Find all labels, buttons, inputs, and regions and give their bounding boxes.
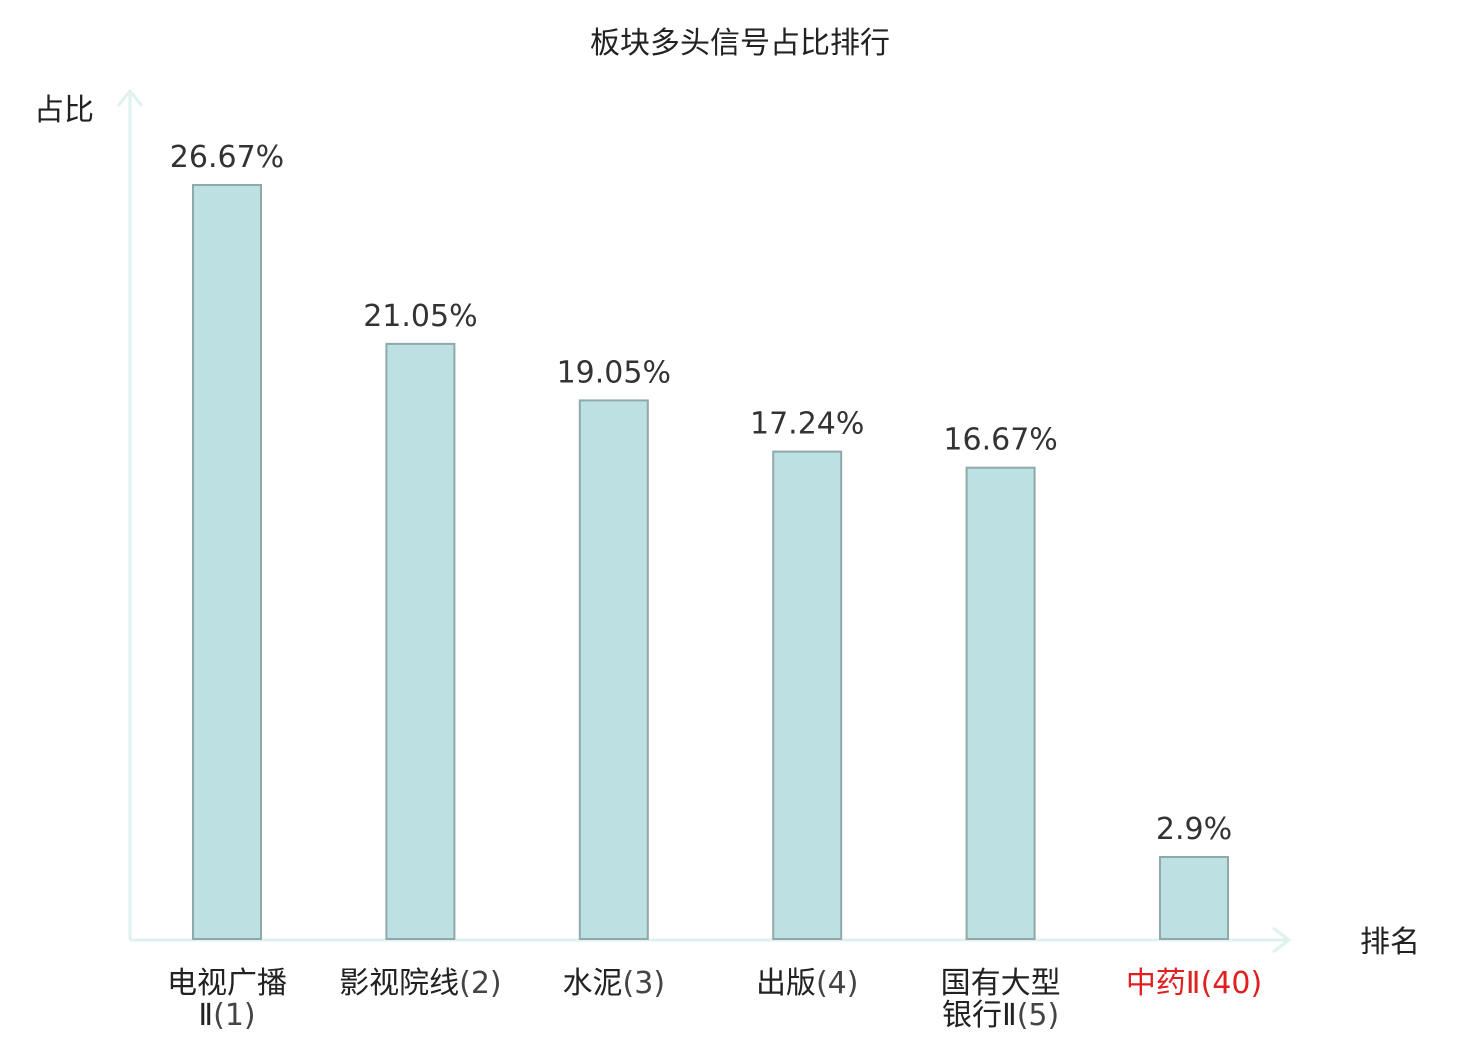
x-tick-label: 水泥(3) [563, 966, 666, 1001]
x-tick-name: 中药Ⅱ [1126, 966, 1201, 1001]
bar [772, 450, 843, 940]
x-tick-label: 银行Ⅱ(5) [942, 998, 1059, 1033]
x-tick-name: 影视院线 [339, 966, 459, 1001]
x-tick-label: 出版(4) [756, 966, 859, 1001]
x-tick-rank: (3) [623, 966, 666, 1001]
x-tick-label: 电视广播 [167, 966, 287, 1001]
x-tick-rank: (1) [213, 998, 256, 1033]
x-tick-label: 中药Ⅱ(40) [1126, 966, 1262, 1001]
data-label: 19.05% [557, 355, 671, 390]
data-label: 2.9% [1156, 812, 1232, 847]
bar [965, 466, 1036, 940]
value-label-group: 26.67% 21.05% 19.05% 17.24% 16.67% 2.9% [170, 140, 1232, 847]
bar [1159, 856, 1229, 940]
y-axis-label: 占比 [34, 93, 94, 128]
x-tick-label: 影视院线(2) [339, 966, 502, 1001]
x-tick-rank: (4) [816, 966, 859, 1001]
data-label: 16.67% [943, 423, 1057, 458]
x-tick-rank: (5) [1017, 998, 1060, 1033]
x-tick-label: 国有大型 [941, 966, 1061, 1001]
x-tick-name: 水泥 [563, 966, 623, 1001]
bar [578, 399, 649, 940]
x-tick-label: Ⅱ(1) [198, 998, 255, 1033]
x-tick-rank: (2) [459, 966, 502, 1001]
data-label: 21.05% [363, 299, 477, 334]
axes [116, 88, 1292, 954]
bar [192, 184, 262, 940]
x-tick-rank: (40) [1201, 966, 1263, 1001]
y-axis-arrow-icon [116, 88, 144, 107]
x-tick-name: Ⅱ [198, 998, 213, 1033]
x-tick-name: 银行Ⅱ [942, 998, 1017, 1033]
x-axis-label: 排名 [1360, 925, 1420, 960]
x-tick-name: 出版 [756, 966, 816, 1001]
data-label: 26.67% [170, 140, 284, 175]
data-label: 17.24% [750, 407, 864, 442]
x-axis-arrow-icon [1272, 926, 1292, 954]
bar [385, 342, 456, 940]
chart-title: 板块多头信号占比排行 [590, 26, 890, 61]
bar-group [192, 184, 1229, 940]
